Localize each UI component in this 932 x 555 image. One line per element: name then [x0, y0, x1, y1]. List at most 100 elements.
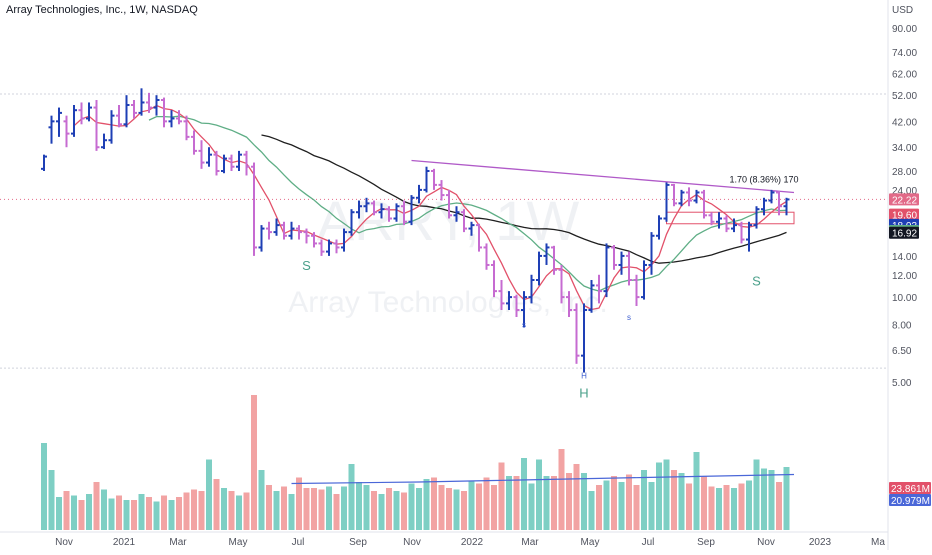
volume-bar: [761, 468, 767, 530]
volume-bar: [506, 476, 512, 530]
x-tick-label: Ma: [871, 537, 885, 548]
ohlc-bar: [408, 195, 415, 226]
ohlc-bar: [266, 221, 272, 240]
volume-bar: [386, 488, 392, 530]
volume-bar: [41, 443, 47, 530]
x-axis: Nov 2021 Mar May Jul Sep Nov 2022 Mar May Jul Sep No…: [0, 531, 888, 548]
volume-bar: [528, 483, 535, 530]
ohlc-bar: [566, 291, 572, 318]
volume-bar: [438, 485, 445, 530]
ohlc-bars: [41, 88, 790, 373]
annotation-small: s: [522, 321, 526, 330]
volume-bar: [716, 488, 722, 530]
y-tick-label: 6.50: [892, 346, 912, 357]
ohlc-bar: [168, 110, 175, 128]
ohlc-bar: [536, 251, 542, 286]
y-axis: USD5.006.508.0010.0012.0014.0017.0020.00…: [887, 0, 917, 550]
watermark-name: Array Technologies, Inc.: [288, 286, 608, 319]
ohlc-bar: [491, 260, 497, 298]
volume-bar: [318, 489, 325, 530]
volume-bar: [116, 495, 122, 530]
ohlc-bar: [581, 303, 587, 373]
volume-bar: [783, 467, 790, 530]
ohlc-bar: [236, 150, 242, 172]
ohlc-bar: [498, 279, 505, 311]
ohlc-bar: [78, 102, 85, 125]
price-badge: 22.22: [889, 193, 919, 206]
ohlc-bar: [626, 251, 632, 286]
volume-bar: [71, 495, 77, 530]
ohlc-bar: [693, 189, 700, 204]
ohlc-bar: [506, 291, 512, 311]
volume-bar: [101, 489, 107, 530]
ohlc-bar: [416, 184, 422, 204]
volume-bar: [693, 452, 700, 530]
x-tick-label: May: [229, 537, 248, 548]
volume-bar: [686, 483, 692, 530]
ohlc-bar: [513, 294, 520, 318]
ohlc-bar: [86, 102, 92, 122]
ohlc-bar: [341, 228, 347, 252]
volume-bar: [753, 459, 760, 530]
ohlc-bar: [663, 182, 670, 222]
ohlc-bar: [656, 215, 662, 240]
ohlc-bar: [618, 251, 625, 275]
volume-bar: [266, 485, 272, 530]
ohlc-bar: [446, 189, 452, 219]
ohlc-bar: [551, 245, 557, 275]
ohlc-bar: [288, 221, 295, 240]
volume-badge: 20.979M: [889, 494, 931, 507]
volume-bar: [431, 477, 437, 530]
volume-badge-text: 20.979M: [891, 496, 930, 507]
ohlc-bar: [528, 274, 535, 304]
ohlc-bar: [453, 206, 460, 222]
volume-bar: [423, 479, 430, 530]
volume-bar: [348, 464, 355, 530]
ohlc-bar: [206, 147, 212, 167]
price-badge: 19.60: [889, 208, 919, 222]
annotation-pattern: S: [302, 258, 311, 273]
ohlc-bar: [768, 189, 775, 204]
volume-bar: [671, 470, 677, 530]
ohlc-bar: [41, 154, 47, 172]
ohlc-bar: [716, 212, 722, 229]
ohlc-bar: [723, 215, 730, 233]
x-tick-label: 2021: [113, 537, 136, 548]
ohlc-bar: [138, 88, 145, 116]
y-tick-label: 52.00: [892, 91, 917, 102]
volume-bar: [738, 483, 745, 530]
volume-bar: [221, 488, 227, 530]
volume-bar: [491, 485, 497, 530]
ohlc-bar: [273, 218, 280, 236]
ohlc-bar: [483, 243, 490, 270]
ohlc-bar: [281, 221, 287, 240]
volume-badge-bg: [889, 482, 931, 494]
ohlc-bar: [438, 180, 445, 201]
y-tick-label: 14.00: [892, 252, 917, 263]
volume-bar: [371, 491, 377, 530]
volume-bar: [258, 470, 265, 530]
price-badge-bg: [889, 226, 919, 239]
ohlc-bar: [431, 168, 437, 190]
volume-bar: [558, 449, 565, 530]
volume-bar: [176, 497, 182, 530]
x-tick-label: Nov: [403, 537, 421, 548]
volume-bar: [633, 485, 640, 530]
volume-bar: [603, 480, 610, 530]
ohlc-bar: [521, 291, 527, 328]
volume-bar: [401, 492, 407, 530]
volume-bar: [746, 480, 752, 530]
ohlc-bar: [738, 221, 745, 244]
volume-bar: [153, 501, 160, 530]
volume-bar: [56, 497, 62, 530]
ohlc-bar: [213, 150, 220, 176]
ohlc-bar: [356, 200, 362, 219]
ohlc-bar: [588, 279, 595, 313]
volume-bar: [543, 476, 550, 530]
volume-bar: [341, 486, 347, 530]
volume-bar: [731, 488, 737, 530]
volume-bar: [768, 470, 775, 530]
volume-bar: [701, 476, 707, 530]
